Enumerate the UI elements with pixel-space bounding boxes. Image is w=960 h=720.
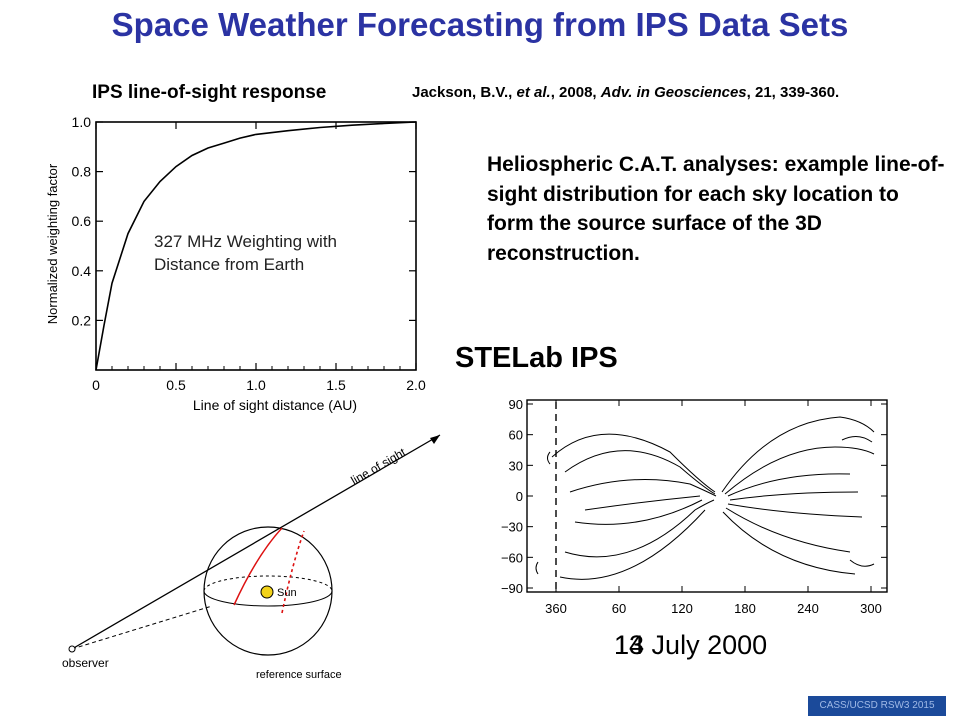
map-x-tick-label: 240 bbox=[797, 601, 819, 616]
x-tick-labels: 0 0.5 1.0 1.5 2.0 bbox=[92, 377, 426, 393]
contour bbox=[841, 436, 873, 443]
map-x-tick-labels: 360 60 120 180 240 300 bbox=[545, 601, 882, 616]
y-tick-label: 0.8 bbox=[72, 164, 92, 180]
y-tick-label: 1.0 bbox=[72, 114, 92, 130]
contour bbox=[564, 499, 715, 558]
x-tick-label: 1.0 bbox=[246, 377, 266, 393]
map-x-tick-label: 180 bbox=[734, 601, 756, 616]
date-day-b: 14 July 2000 bbox=[614, 630, 767, 661]
sun-label: Sun bbox=[277, 587, 297, 599]
red-path-solid bbox=[233, 527, 283, 606]
contour bbox=[564, 450, 716, 495]
citation-authors: Jackson, B.V., bbox=[412, 84, 517, 101]
contour bbox=[584, 495, 701, 511]
cat-description: Heliospheric C.A.T. analyses: example li… bbox=[487, 153, 945, 265]
contour bbox=[725, 507, 851, 553]
map-x-tick-label: 300 bbox=[860, 601, 882, 616]
observer-label: observer bbox=[62, 656, 109, 670]
y-tick-labels: 1.0 0.8 0.6 0.4 0.2 bbox=[72, 114, 92, 328]
contour bbox=[727, 473, 851, 497]
map-y-tick-label: 60 bbox=[509, 428, 523, 443]
citation-details: , 21, 339-360. bbox=[746, 84, 840, 101]
citation-journal: Adv. in Geosciences bbox=[600, 84, 747, 101]
x-tick-label: 2.0 bbox=[406, 377, 426, 393]
map-y-tick-label: 0 bbox=[516, 489, 523, 504]
citation-year: , 2008, bbox=[550, 84, 601, 101]
contour bbox=[547, 451, 551, 465]
contour bbox=[724, 446, 875, 495]
chart-annotation-line2: Distance from Earth bbox=[154, 255, 304, 274]
y-axis-label: Normalized weighting factor bbox=[45, 163, 60, 324]
series-line bbox=[95, 121, 417, 371]
chart-subtitle: IPS line-of-sight response bbox=[92, 82, 327, 103]
x-tick-label: 0 bbox=[92, 377, 100, 393]
map-y-tick-label: 30 bbox=[509, 458, 523, 473]
footer-tag: CASS/UCSD RSW3 2015 bbox=[808, 696, 946, 716]
map-y-tick-label: 90 bbox=[509, 397, 523, 412]
citation-etal: et al. bbox=[516, 84, 551, 101]
citation: Jackson, B.V., et al., 2008, Adv. in Geo… bbox=[412, 84, 839, 101]
x-tick-label: 1.5 bbox=[326, 377, 346, 393]
weighting-chart: 327 MHz Weighting with Distance from Ear… bbox=[45, 114, 426, 413]
contour bbox=[722, 511, 856, 575]
date-day-a: 13 bbox=[614, 630, 645, 660]
sun-icon bbox=[260, 585, 274, 599]
reference-surface-label: reference surface bbox=[256, 669, 342, 681]
y-tick-label: 0.6 bbox=[72, 213, 92, 229]
contour bbox=[569, 479, 717, 497]
geometry-diagram: line of sight Sun observer reference sur… bbox=[62, 434, 441, 681]
map-x-tick-label: 60 bbox=[612, 601, 626, 616]
date-rest: July 2000 bbox=[644, 630, 768, 660]
red-path-dotted bbox=[281, 530, 305, 614]
y-tick-label: 0.2 bbox=[72, 312, 92, 328]
contour bbox=[721, 416, 875, 493]
slide-title: Space Weather Forecasting from IPS Data … bbox=[111, 6, 849, 43]
contour bbox=[729, 491, 859, 501]
sphere-equator-back bbox=[203, 575, 333, 592]
map-contours bbox=[535, 416, 875, 580]
map-frame bbox=[526, 399, 888, 593]
chart-annotation-line1: 327 MHz Weighting with bbox=[154, 232, 337, 251]
contour bbox=[727, 503, 863, 518]
date-day-b-text: 14 bbox=[614, 630, 645, 660]
sphere-equator-front bbox=[203, 590, 333, 607]
date-label: 13 14 July 2000 bbox=[614, 630, 814, 666]
observer-point bbox=[68, 645, 76, 653]
contour bbox=[551, 433, 716, 493]
contour bbox=[559, 509, 706, 580]
line-of-sight-label: line of sight bbox=[349, 445, 409, 488]
contour bbox=[574, 499, 703, 525]
contour bbox=[849, 559, 875, 567]
observer-to-sun-line bbox=[71, 605, 213, 650]
map-x-tick-label: 360 bbox=[545, 601, 567, 616]
map-x-tick-label: 120 bbox=[671, 601, 693, 616]
map-y-tick-label: −90 bbox=[501, 581, 523, 596]
x-axis-label: Line of sight distance (AU) bbox=[193, 397, 357, 413]
y-tick-label: 0.4 bbox=[72, 263, 92, 279]
map-y-tick-labels: 90 60 30 0 −30 −60 −90 bbox=[501, 397, 523, 596]
map-y-tick-label: −30 bbox=[501, 520, 523, 535]
arrow-head-icon bbox=[430, 435, 440, 444]
stelab-label: STELab IPS bbox=[455, 342, 618, 374]
map-y-tick-label: −60 bbox=[501, 550, 523, 565]
line-of-sight-line bbox=[71, 434, 441, 650]
map-ticks bbox=[527, 400, 887, 592]
contour bbox=[535, 561, 539, 575]
x-tick-label: 0.5 bbox=[166, 377, 186, 393]
